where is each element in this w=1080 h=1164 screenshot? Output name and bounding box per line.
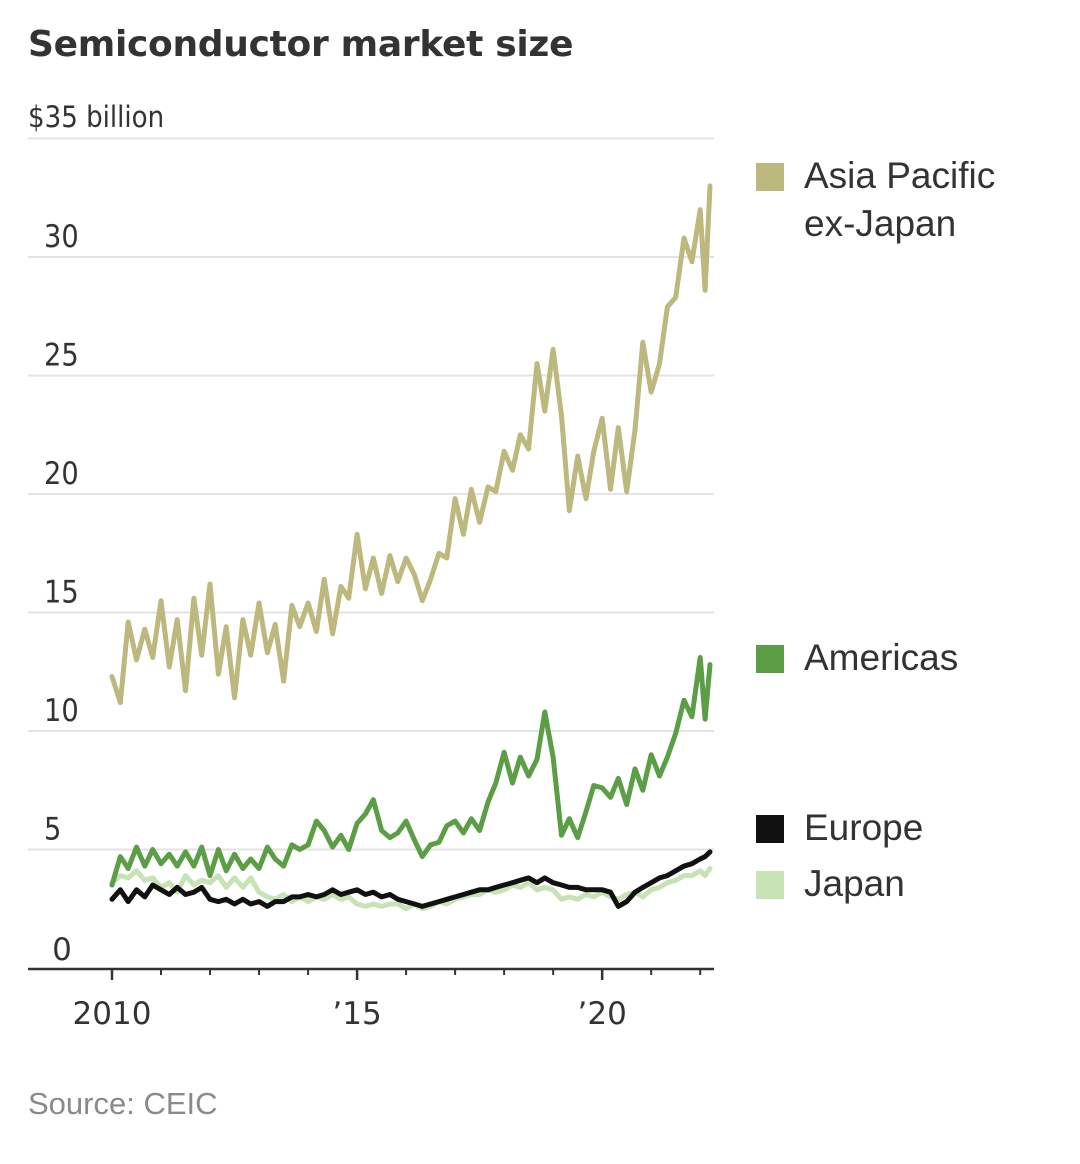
legend-label: Japan <box>804 863 905 904</box>
y-axis-unit-label: $35 billion <box>28 100 165 134</box>
series-line-americas <box>109 655 713 888</box>
y-tick-label-15: 15 <box>44 574 79 610</box>
legend-swatch <box>756 163 784 191</box>
y-tick-label-30: 30 <box>44 218 79 254</box>
legend-swatch <box>756 815 784 843</box>
chart-title: Semiconductor market size <box>28 24 574 65</box>
y-axis-ticks: 5 10 15 20 25 30 0 <box>44 218 79 968</box>
legend-label: Americas <box>804 637 959 678</box>
series-line-europe <box>109 849 713 909</box>
y-tick-label-10: 10 <box>44 692 79 728</box>
gridlines <box>28 137 714 851</box>
series-lines <box>109 183 713 912</box>
legend-label: Europe <box>804 807 924 848</box>
line-chart: 5 10 15 20 25 30 0 2010 ’15 ’20 <box>28 137 714 1032</box>
y-tick-label-25: 25 <box>44 337 79 373</box>
y-tick-label-20: 20 <box>44 455 79 491</box>
legend-swatch <box>756 645 784 673</box>
y-tick-label-0: 0 <box>52 932 72 968</box>
x-tick-label-2015: ’15 <box>332 996 381 1032</box>
series-line-asia-pacific-ex-japan <box>109 183 713 706</box>
x-tick-label-2020: ’20 <box>578 996 627 1032</box>
y-tick-label-5: 5 <box>44 811 61 847</box>
x-tick-label-2010: 2010 <box>73 996 152 1032</box>
x-axis: 2010 ’15 ’20 <box>28 967 714 1032</box>
legend-label: Asia Pacific ex-Japan <box>804 155 996 244</box>
source-note: Source: CEIC <box>28 1086 218 1121</box>
legend-swatch <box>756 871 784 899</box>
